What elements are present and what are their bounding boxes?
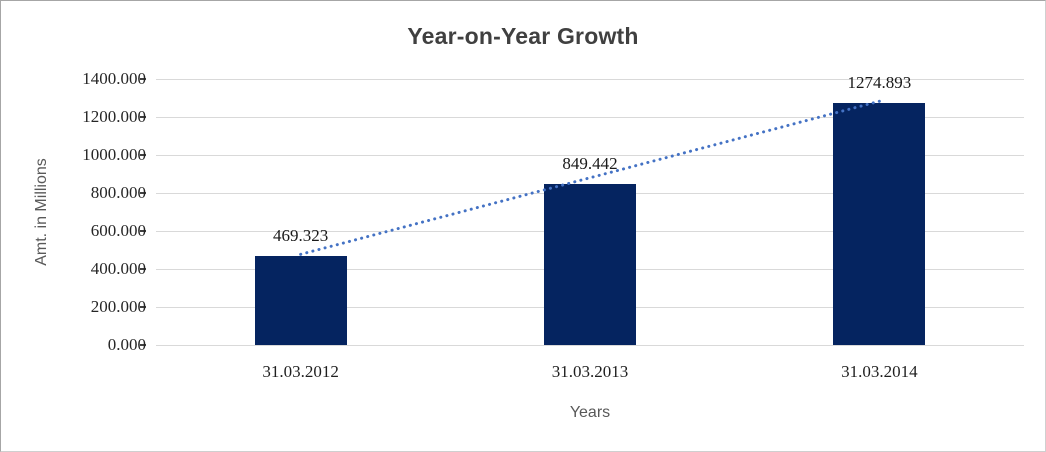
y-tick-label: 1000.000	[82, 145, 146, 164]
y-tick-label: 600.000	[90, 221, 146, 240]
trendline	[299, 99, 881, 256]
bar-value-label: 1274.893	[847, 72, 912, 92]
y-axis-title: Amt. in Millions	[33, 158, 50, 266]
y-tick-mark	[140, 344, 146, 346]
y-tick-mark	[140, 78, 146, 80]
x-category-label: 31.03.2014	[841, 362, 918, 381]
y-tick-mark	[140, 306, 146, 308]
plot-area: 469.323 849.442 1274.893	[156, 73, 1024, 346]
gridline	[156, 78, 1024, 80]
gridline	[156, 344, 1024, 346]
y-tick-label: 1400.000	[82, 69, 146, 88]
bar-31.03.2014	[833, 102, 926, 345]
bar-value-label: 849.442	[562, 153, 618, 173]
y-tick-label: 1200.000	[82, 107, 146, 126]
x-category-label: 31.03.2013	[551, 362, 629, 381]
bar-value-label: 469.323	[273, 225, 329, 245]
x-axis-title: Years	[569, 404, 611, 421]
gridline	[156, 116, 1024, 118]
y-tick-label: 400.000	[90, 259, 146, 278]
trendline-path	[299, 99, 881, 256]
y-tick-mark	[140, 154, 146, 156]
y-tick-mark	[140, 192, 146, 194]
bar-31.03.2013	[544, 183, 636, 345]
y-tick-mark	[140, 116, 146, 118]
chart-title: Year-on-Year Growth	[407, 23, 639, 49]
y-tick-mark	[140, 268, 146, 270]
y-tick-mark	[140, 230, 146, 232]
gridline	[156, 154, 1024, 156]
bar-31.03.2012	[254, 255, 347, 345]
x-category-label: 31.03.2012	[262, 362, 339, 381]
y-tick-label: 200.000	[90, 297, 146, 316]
y-tick-label: 800.000	[90, 183, 146, 202]
y-tick-label: 0.000	[107, 335, 146, 354]
